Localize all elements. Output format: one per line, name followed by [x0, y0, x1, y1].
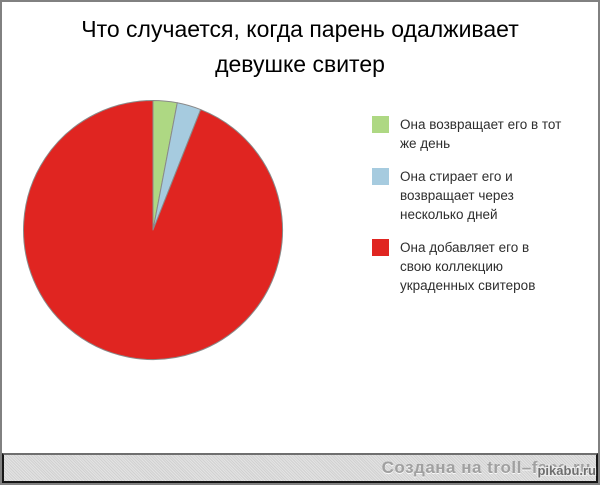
legend-swatch-red: [372, 239, 389, 256]
footer-credit-bar: Создана на troll–face.ru: [2, 453, 598, 483]
legend-item-washes-and-returns: Она стирает его и возвращает через неско…: [372, 167, 582, 224]
pikabu-watermark: pikabu.ru: [537, 463, 596, 478]
pie-slice: [23, 100, 283, 360]
legend-item-stolen-collection: Она добавляет его в свою коллекцию украд…: [372, 238, 582, 295]
chart-title: Что случается, когда парень одалживает д…: [81, 16, 519, 77]
legend-swatch-blue: [372, 168, 389, 185]
chart-legend: Она возвращает его в тот же день Она сти…: [372, 115, 582, 309]
pie-chart: [23, 99, 283, 360]
legend-label: Она стирает его и возвращает через неско…: [400, 169, 514, 222]
legend-label: Она возвращает его в тот же день: [400, 117, 562, 151]
legend-swatch-green: [372, 116, 389, 133]
legend-label: Она добавляет его в свою коллекцию украд…: [400, 240, 536, 293]
credit-text: Создана на troll–face.ru: [381, 458, 591, 477]
legend-item-returns-same-day: Она возвращает его в тот же день: [372, 115, 582, 153]
